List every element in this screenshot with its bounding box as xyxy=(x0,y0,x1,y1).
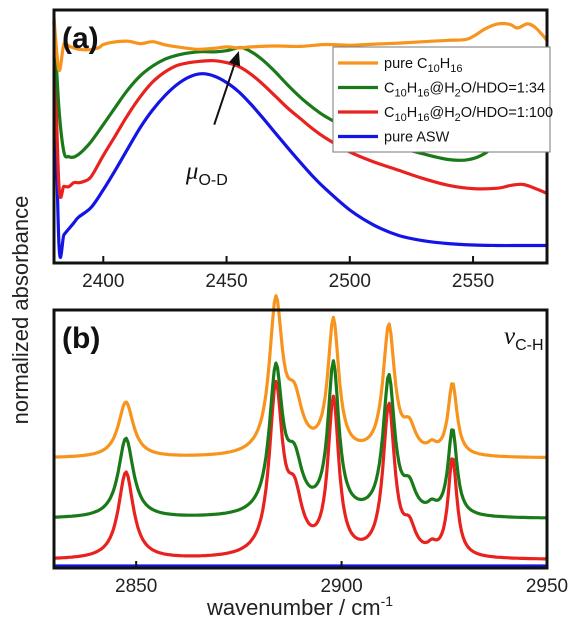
panel-b-x-ticks: 2850 2900 2950 xyxy=(115,561,568,597)
panel-b-tick-label: 2850 xyxy=(115,576,157,597)
panel-a-series-line xyxy=(52,21,549,199)
panel-a-arrow xyxy=(213,51,241,125)
panel-a-label: (a) xyxy=(62,22,99,55)
panel-b-mode-subscript: C-H xyxy=(515,337,543,354)
panel-b-mode-symbol: ν xyxy=(504,323,516,350)
panel-a-tick-label: 2550 xyxy=(452,271,494,292)
legend-entry: pure C10H16 xyxy=(384,56,463,75)
panel-a-series-line xyxy=(52,21,549,259)
panel-b-series-line xyxy=(53,359,548,520)
panel-b-tick-label: 2900 xyxy=(320,576,362,597)
x-axis-label-text: wavenumber / cm xyxy=(206,595,381,620)
legend-entry: C10H16@H2O/HDO=1:34 xyxy=(384,81,545,100)
panel-b: 2850 2900 2950 (b) νC-H xyxy=(52,294,568,597)
shared-y-axis-label: normalized absorbance xyxy=(8,196,33,425)
panel-a: 2400 2450 2500 2550 (a) μO-D pure C10H16 C10… xyxy=(52,8,553,292)
x-axis-label: wavenumber / cm-1 xyxy=(206,593,393,620)
panel-a-series-group xyxy=(52,16,549,259)
panel-a-tick-label: 2500 xyxy=(329,271,371,292)
panel-b-series-line xyxy=(53,294,548,460)
panel-a-legend: pure C10H16 C10H16@H2O/HDO=1:34 C10H16@H2O… xyxy=(332,46,553,153)
panel-a-mode-symbol: μ xyxy=(185,158,199,185)
legend-entry: C10H16@H2O/HDO=1:100 xyxy=(384,105,553,124)
panel-a-series-line xyxy=(52,16,549,73)
panel-b-mode-label: νC-H xyxy=(504,323,544,354)
panel-a-mode-label: μO-D xyxy=(185,158,228,189)
panel-b-label: (b) xyxy=(62,322,100,355)
x-axis-label-superscript: -1 xyxy=(381,593,394,609)
panel-a-tick-label: 2400 xyxy=(82,271,124,292)
panel-b-frame xyxy=(52,308,549,570)
panel-a-tick-label: 2450 xyxy=(205,271,247,292)
legend-entry: pure ASW xyxy=(384,130,450,146)
panel-b-series-line xyxy=(53,379,547,561)
panel-b-tick-label: 2950 xyxy=(526,576,568,597)
panel-a-mode-subscript: O-D xyxy=(198,172,227,189)
